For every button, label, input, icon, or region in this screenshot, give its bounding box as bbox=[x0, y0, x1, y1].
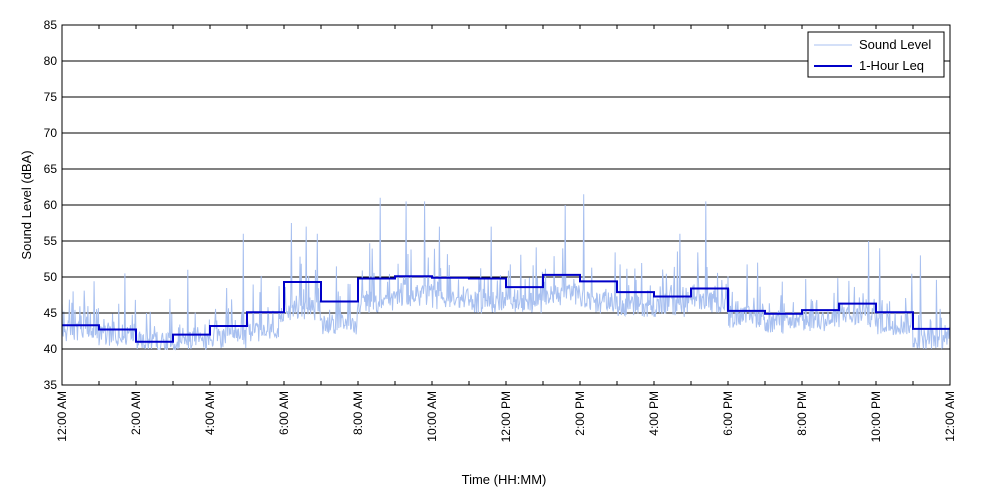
y-tick-label: 80 bbox=[44, 54, 58, 68]
leq-line bbox=[62, 273, 950, 343]
x-tick-label: 12:00 AM bbox=[55, 391, 69, 442]
x-tick-label: 6:00 AM bbox=[277, 391, 291, 435]
y-tick-label: 65 bbox=[44, 162, 58, 176]
x-axis-title: Time (HH:MM) bbox=[462, 472, 547, 487]
x-tick-label: 6:00 PM bbox=[721, 391, 735, 436]
y-tick-label: 45 bbox=[44, 306, 58, 320]
x-tick-label: 8:00 PM bbox=[795, 391, 809, 436]
x-tick-label: 2:00 AM bbox=[129, 391, 143, 435]
y-tick-label: 50 bbox=[44, 270, 58, 284]
x-tick-label: 10:00 PM bbox=[869, 391, 883, 442]
y-tick-label: 40 bbox=[44, 342, 58, 356]
legend-label-sound-level: Sound Level bbox=[859, 37, 931, 52]
leq-series bbox=[62, 273, 950, 343]
legend: Sound Level 1-Hour Leq bbox=[807, 31, 945, 78]
gridlines bbox=[62, 60, 950, 350]
x-tick-label: 12:00 PM bbox=[499, 391, 513, 442]
axis-ticks bbox=[61, 24, 951, 386]
y-tick-labels: 35 40 45 50 55 60 65 70 75 80 85 bbox=[44, 18, 58, 392]
y-tick-label: 75 bbox=[44, 90, 58, 104]
y-tick-label: 85 bbox=[44, 18, 58, 32]
x-tick-label: 4:00 AM bbox=[203, 391, 217, 435]
x-tick-label: 2:00 PM bbox=[573, 391, 587, 436]
legend-box bbox=[807, 31, 945, 78]
y-tick-label: 70 bbox=[44, 126, 58, 140]
x-tick-label: 12:00 AM bbox=[943, 391, 957, 442]
legend-label-leq: 1-Hour Leq bbox=[859, 58, 924, 73]
y-axis-title: Sound Level (dBA) bbox=[19, 150, 34, 259]
y-tick-label: 55 bbox=[44, 234, 58, 248]
x-tick-label: 8:00 AM bbox=[351, 391, 365, 435]
x-tick-label: 10:00 AM bbox=[425, 391, 439, 442]
y-tick-label: 60 bbox=[44, 198, 58, 212]
x-tick-label: 4:00 PM bbox=[647, 391, 661, 436]
x-tick-labels: 12:00 AM 2:00 AM 4:00 AM 6:00 AM 8:00 AM 10:0… bbox=[55, 391, 957, 442]
y-tick-label: 35 bbox=[44, 378, 58, 392]
